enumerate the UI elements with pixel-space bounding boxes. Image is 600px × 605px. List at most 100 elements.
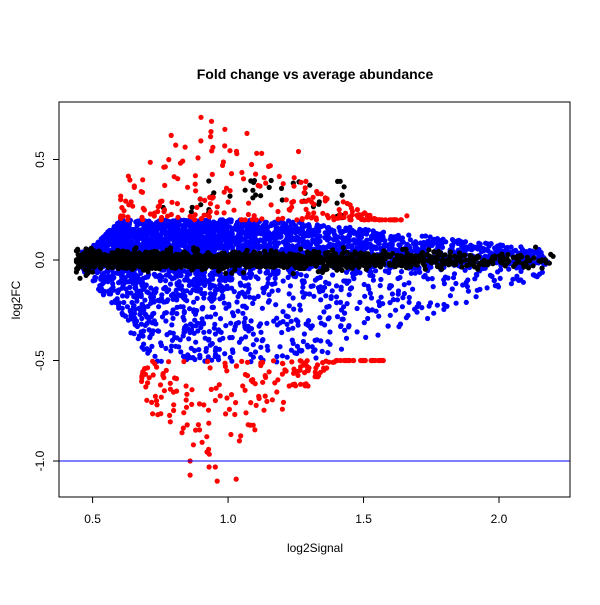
point-blue (323, 293, 329, 299)
point-blue (235, 233, 241, 239)
point-blue (184, 220, 191, 226)
point-blue (357, 299, 363, 305)
point-blue (300, 284, 306, 290)
point-blue (145, 290, 152, 296)
point-blue (361, 320, 367, 326)
point-blue (285, 326, 291, 332)
point-blue (322, 322, 328, 328)
point-blue (132, 292, 139, 298)
point-blue (333, 294, 340, 300)
point-blue (325, 243, 331, 249)
point-blue (218, 217, 224, 223)
point-blue (473, 271, 479, 277)
point-blue (386, 269, 392, 276)
point-blue (417, 269, 423, 275)
point-black (394, 252, 400, 258)
point-blue (135, 241, 141, 247)
point-blue (191, 330, 197, 336)
point-blue (241, 274, 247, 281)
point-blue (226, 237, 232, 243)
point-blue (190, 221, 196, 227)
point-blue (395, 288, 402, 294)
point-blue (147, 335, 153, 341)
point-blue (263, 284, 269, 290)
point-blue (177, 304, 184, 310)
point-blue (107, 241, 114, 247)
point-blue (217, 316, 224, 322)
point-blue (252, 233, 258, 239)
point-blue (469, 247, 475, 253)
point-blue (221, 229, 227, 235)
point-blue (167, 281, 174, 287)
point-blue (198, 324, 204, 331)
point-blue (170, 229, 176, 235)
point-blue (419, 305, 425, 311)
point-black (381, 261, 387, 267)
point-blue (368, 295, 375, 301)
point-black (530, 263, 536, 269)
point-blue (127, 309, 134, 315)
point-blue (340, 228, 346, 234)
point-blue (277, 344, 283, 350)
point-blue (286, 303, 292, 309)
point-blue (376, 313, 382, 319)
point-blue (309, 344, 315, 350)
point-black (340, 245, 346, 251)
point-blue (246, 286, 252, 292)
point-blue (201, 329, 207, 335)
point-blue (191, 307, 197, 313)
point-blue (349, 270, 356, 276)
point-blue (212, 331, 218, 337)
point-blue (234, 299, 240, 305)
point-blue (186, 336, 192, 342)
point-blue (284, 247, 290, 253)
point-blue (295, 322, 301, 328)
point-blue (324, 234, 330, 240)
point-blue (312, 277, 318, 283)
point-blue (194, 320, 201, 326)
point-blue (250, 354, 256, 360)
point-blue (124, 290, 131, 296)
point-blue (518, 268, 524, 274)
point-blue (171, 219, 177, 225)
point-blue (329, 288, 335, 294)
point-blue (286, 291, 292, 297)
point-blue (180, 314, 186, 320)
point-blue (377, 283, 383, 289)
point-blue (178, 349, 184, 355)
point-blue (290, 325, 296, 331)
point-blue (148, 294, 154, 300)
point-blue (258, 344, 264, 350)
point-blue (122, 275, 128, 281)
point-blue (538, 249, 544, 256)
point-blue (291, 235, 297, 241)
point-blue (124, 240, 130, 246)
point-black (448, 249, 454, 255)
point-blue (212, 348, 218, 354)
point-blue (453, 280, 459, 287)
point-blue (298, 231, 304, 237)
point-blue (267, 232, 273, 238)
point-blue (250, 342, 256, 348)
point-blue (249, 222, 255, 228)
point-blue (414, 309, 420, 315)
point-blue (334, 300, 340, 306)
point-blue (453, 300, 459, 306)
point-blue (361, 281, 367, 288)
point-blue (345, 242, 352, 248)
point-black (510, 254, 516, 260)
point-blue (286, 218, 292, 224)
point-blue (193, 339, 199, 345)
point-blue (429, 242, 435, 248)
point-blue (162, 224, 168, 230)
point-blue (497, 275, 503, 281)
point-black (447, 255, 453, 261)
point-blue (303, 273, 309, 279)
point-blue (185, 270, 191, 276)
point-blue (325, 224, 332, 231)
point-black (281, 264, 287, 270)
point-blue (325, 350, 331, 356)
point-blue (215, 354, 221, 360)
point-blue (150, 311, 156, 317)
point-blue (198, 221, 204, 227)
